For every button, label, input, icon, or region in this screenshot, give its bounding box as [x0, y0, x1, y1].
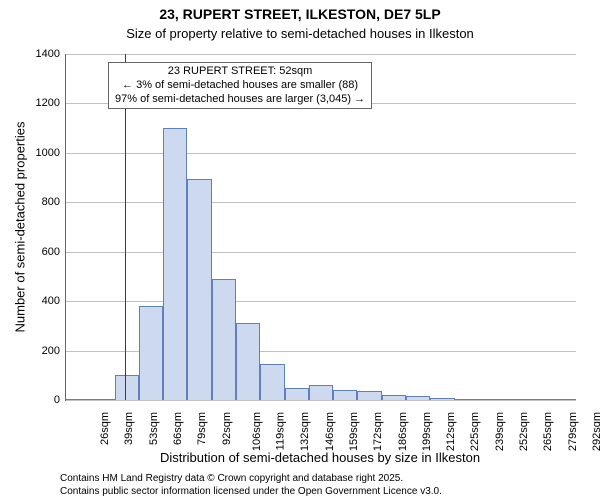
xtick-label: 79sqm — [196, 412, 208, 445]
xtick-label: 92sqm — [221, 412, 233, 445]
gridline — [66, 202, 576, 203]
histogram-bar — [187, 179, 211, 400]
ytick-label: 1400 — [36, 48, 60, 60]
xtick-label: 225sqm — [470, 412, 482, 451]
xtick-label: 66sqm — [172, 412, 184, 445]
xtick-label: 146sqm — [324, 412, 336, 451]
histogram-bar — [285, 388, 309, 400]
histogram-bar — [527, 399, 551, 400]
ytick-label: 400 — [42, 295, 60, 307]
histogram-bar — [382, 395, 406, 400]
y-axis-label: Number of semi-detached properties — [13, 54, 28, 400]
xtick-label: 199sqm — [421, 412, 433, 451]
ytick-label: 600 — [42, 246, 60, 258]
ytick-label: 1200 — [36, 97, 60, 109]
histogram-bar — [115, 375, 139, 400]
ytick-label: 1000 — [36, 147, 60, 159]
histogram-bar — [212, 279, 236, 400]
histogram-bar — [503, 399, 527, 400]
chart-container: 23, RUPERT STREET, ILKESTON, DE7 5LP Siz… — [0, 0, 600, 500]
gridline — [66, 400, 576, 401]
histogram-bar — [552, 399, 576, 400]
xtick-label: 106sqm — [251, 412, 263, 451]
xtick-label: 292sqm — [591, 412, 600, 451]
histogram-bar — [357, 391, 381, 400]
annotation-box: 23 RUPERT STREET: 52sqm ← 3% of semi-det… — [108, 62, 372, 109]
histogram-bar — [260, 364, 284, 400]
annotation-line-3: 97% of semi-detached houses are larger (… — [115, 93, 365, 107]
ytick-label: 0 — [54, 394, 60, 406]
xtick-label: 265sqm — [542, 412, 554, 451]
x-axis-label: Distribution of semi-detached houses by … — [65, 450, 575, 465]
gridline — [66, 301, 576, 302]
histogram-bar — [479, 399, 503, 400]
histogram-bar — [90, 399, 114, 400]
histogram-bar — [455, 399, 479, 400]
xtick-label: 239sqm — [494, 412, 506, 451]
gridline — [66, 153, 576, 154]
xtick-label: 252sqm — [518, 412, 530, 451]
histogram-bar — [236, 323, 260, 400]
xtick-label: 186sqm — [397, 412, 409, 451]
chart-subtitle: Size of property relative to semi-detach… — [0, 26, 600, 41]
histogram-bar — [309, 385, 333, 400]
annotation-line-1: 23 RUPERT STREET: 52sqm — [115, 65, 365, 79]
gridline — [66, 54, 576, 55]
footer-line-1: Contains HM Land Registry data © Crown c… — [60, 472, 442, 485]
histogram-bar — [163, 128, 187, 400]
histogram-bar — [406, 396, 430, 400]
footer-line-2: Contains public sector information licen… — [60, 485, 442, 498]
xtick-label: 172sqm — [372, 412, 384, 451]
footer: Contains HM Land Registry data © Crown c… — [60, 472, 442, 498]
xtick-label: 159sqm — [348, 412, 360, 451]
ytick-label: 200 — [42, 345, 60, 357]
xtick-label: 26sqm — [99, 412, 111, 445]
histogram-bar — [333, 390, 357, 400]
xtick-label: 53sqm — [148, 412, 160, 445]
xtick-label: 212sqm — [445, 412, 457, 451]
chart-title: 23, RUPERT STREET, ILKESTON, DE7 5LP — [0, 6, 600, 22]
ytick-label: 800 — [42, 196, 60, 208]
histogram-bar — [66, 399, 90, 400]
xtick-label: 279sqm — [567, 412, 579, 451]
xtick-label: 119sqm — [274, 412, 286, 450]
histogram-bar — [430, 398, 454, 400]
annotation-line-2: ← 3% of semi-detached houses are smaller… — [115, 79, 365, 93]
histogram-bar — [139, 306, 163, 400]
xtick-label: 132sqm — [300, 412, 312, 451]
gridline — [66, 252, 576, 253]
xtick-label: 39sqm — [123, 412, 135, 445]
